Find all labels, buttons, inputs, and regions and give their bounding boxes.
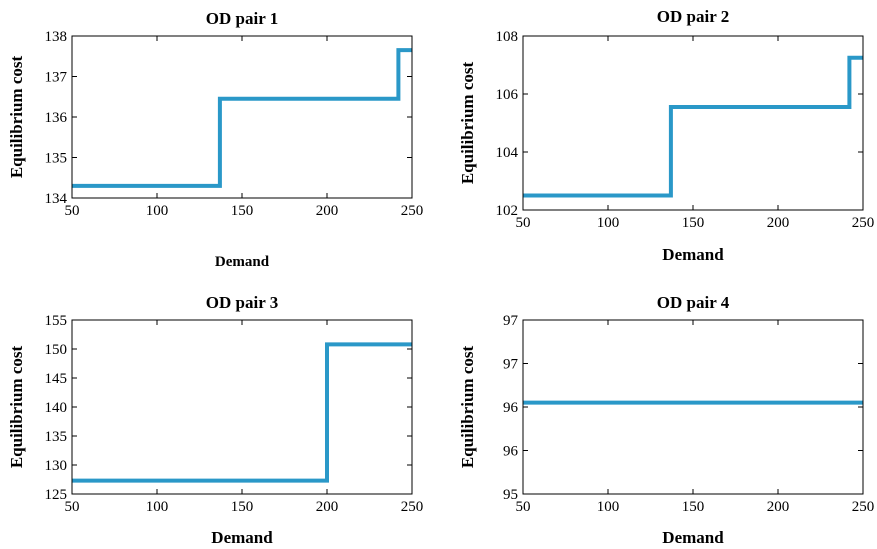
y-tick-label: 106 (496, 87, 519, 103)
chart-panel-3: OD pair 3 50 100 150 200 250 125 130 135 140 145 15… (7, 293, 423, 547)
y-tick-label: 135 (45, 429, 68, 445)
y-tick-label: 104 (496, 145, 519, 161)
chart-title: OD pair 1 (206, 9, 278, 28)
x-axis-label: Demand (662, 528, 724, 547)
chart-title: OD pair 3 (206, 293, 278, 312)
x-tick-label: 100 (146, 203, 169, 219)
y-tick-label: 150 (45, 342, 68, 358)
chart-panel-1: OD pair 1 50 100 150 200 250 134 135 136 137 138 De… (7, 9, 423, 270)
x-tick-label: 250 (852, 499, 875, 515)
x-axis-label: Demand (215, 254, 270, 270)
x-tick-label: 200 (767, 499, 790, 515)
chart-panel-4: OD pair 4 50 100 150 200 250 95 96 96 97 97 Demand E… (458, 293, 874, 547)
y-tick-label: 135 (45, 151, 68, 167)
chart-panel-2: OD pair 2 50 100 150 200 250 102 104 106 108 Deman… (458, 7, 874, 264)
chart-title: OD pair 4 (657, 293, 730, 312)
plot-frame (522, 319, 864, 495)
y-tick-label: 134 (45, 191, 68, 207)
x-tick-label: 150 (682, 215, 705, 231)
series-line-1 (72, 342, 412, 483)
y-tick-label: 96 (503, 400, 519, 416)
y-tick-label: 137 (45, 70, 68, 86)
x-tick-label: 250 (401, 499, 424, 515)
y-tick-label: 145 (45, 371, 68, 387)
y-axis-label: Equilibrium cost (7, 56, 26, 179)
x-tick-label: 150 (231, 499, 254, 515)
y-tick-label: 102 (496, 203, 519, 219)
x-tick-label: 100 (597, 215, 620, 231)
x-tick-label: 100 (597, 499, 620, 515)
x-tick-label: 50 (65, 499, 80, 515)
x-tick-label: 50 (65, 203, 80, 219)
y-tick-label: 136 (45, 110, 68, 126)
x-tick-label: 250 (401, 203, 424, 219)
plot-frame (522, 35, 864, 211)
x-axis-label: Demand (211, 528, 273, 547)
y-tick-label: 138 (45, 29, 68, 45)
x-tick-label: 50 (516, 499, 531, 515)
x-tick-label: 250 (852, 215, 875, 231)
x-tick-label: 150 (682, 499, 705, 515)
x-tick-label: 200 (767, 215, 790, 231)
x-tick-label: 50 (516, 215, 531, 231)
y-axis-label: Equilibrium cost (7, 346, 26, 469)
series-line-1 (523, 55, 863, 198)
y-tick-label: 108 (496, 29, 519, 45)
y-tick-label: 130 (45, 458, 68, 474)
series-line-1 (72, 48, 412, 188)
chart-title: OD pair 2 (657, 7, 729, 26)
y-tick-label: 96 (503, 444, 519, 460)
plot-frame (71, 35, 413, 199)
y-tick-label: 95 (503, 487, 518, 503)
x-tick-label: 150 (231, 203, 254, 219)
y-tick-label: 155 (45, 313, 68, 329)
y-tick-label: 140 (45, 400, 68, 416)
x-tick-label: 200 (316, 203, 339, 219)
x-tick-label: 200 (316, 499, 339, 515)
y-tick-label: 97 (503, 313, 519, 329)
x-axis-label: Demand (662, 245, 724, 264)
x-tick-label: 100 (146, 499, 169, 515)
y-tick-label: 125 (45, 487, 68, 503)
y-tick-label: 97 (503, 357, 519, 373)
y-axis-label: Equilibrium cost (458, 346, 477, 469)
y-axis-label: Equilibrium cost (458, 62, 477, 185)
